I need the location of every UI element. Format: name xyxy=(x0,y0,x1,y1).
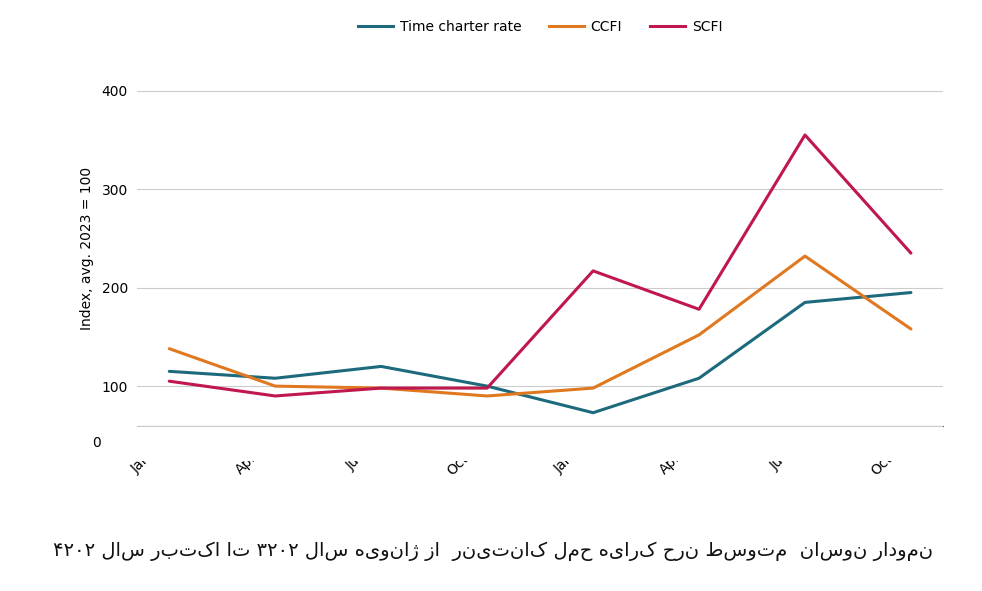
CCFI xyxy=(269,382,281,389)
SCFI xyxy=(693,306,705,313)
Time charter rate xyxy=(693,375,705,382)
Text: 0: 0 xyxy=(92,436,101,450)
Legend: Time charter rate, CCFI, SCFI: Time charter rate, CCFI, SCFI xyxy=(353,14,728,39)
SCFI xyxy=(799,131,811,138)
SCFI xyxy=(375,385,387,392)
CCFI xyxy=(693,332,705,339)
CCFI xyxy=(163,345,175,352)
CCFI xyxy=(481,392,493,400)
CCFI xyxy=(375,385,387,392)
Y-axis label: Index, avg. 2023 = 100: Index, avg. 2023 = 100 xyxy=(81,167,94,330)
Time charter rate xyxy=(481,382,493,389)
Time charter rate xyxy=(905,289,917,296)
SCFI xyxy=(481,385,493,392)
Line: SCFI: SCFI xyxy=(169,135,911,396)
SCFI xyxy=(269,392,281,400)
CCFI xyxy=(799,252,811,259)
SCFI xyxy=(905,249,917,256)
Time charter rate xyxy=(587,409,599,416)
Time charter rate xyxy=(375,363,387,370)
Text: ۴۲۰۲ لاس ربتکا ات ۳۲۰۲ لاس هیوناژ زا  رنیتناک لمح هیارک حرن طسوتم  ناسون رادومن: ۴۲۰۲ لاس ربتکا ات ۳۲۰۲ لاس هیوناژ زا رنی… xyxy=(53,542,933,561)
CCFI xyxy=(905,326,917,333)
SCFI xyxy=(163,378,175,385)
SCFI xyxy=(587,267,599,274)
Line: Time charter rate: Time charter rate xyxy=(169,293,911,413)
Line: CCFI: CCFI xyxy=(169,256,911,396)
Time charter rate xyxy=(799,299,811,306)
Time charter rate xyxy=(163,368,175,375)
CCFI xyxy=(587,385,599,392)
Time charter rate xyxy=(269,375,281,382)
